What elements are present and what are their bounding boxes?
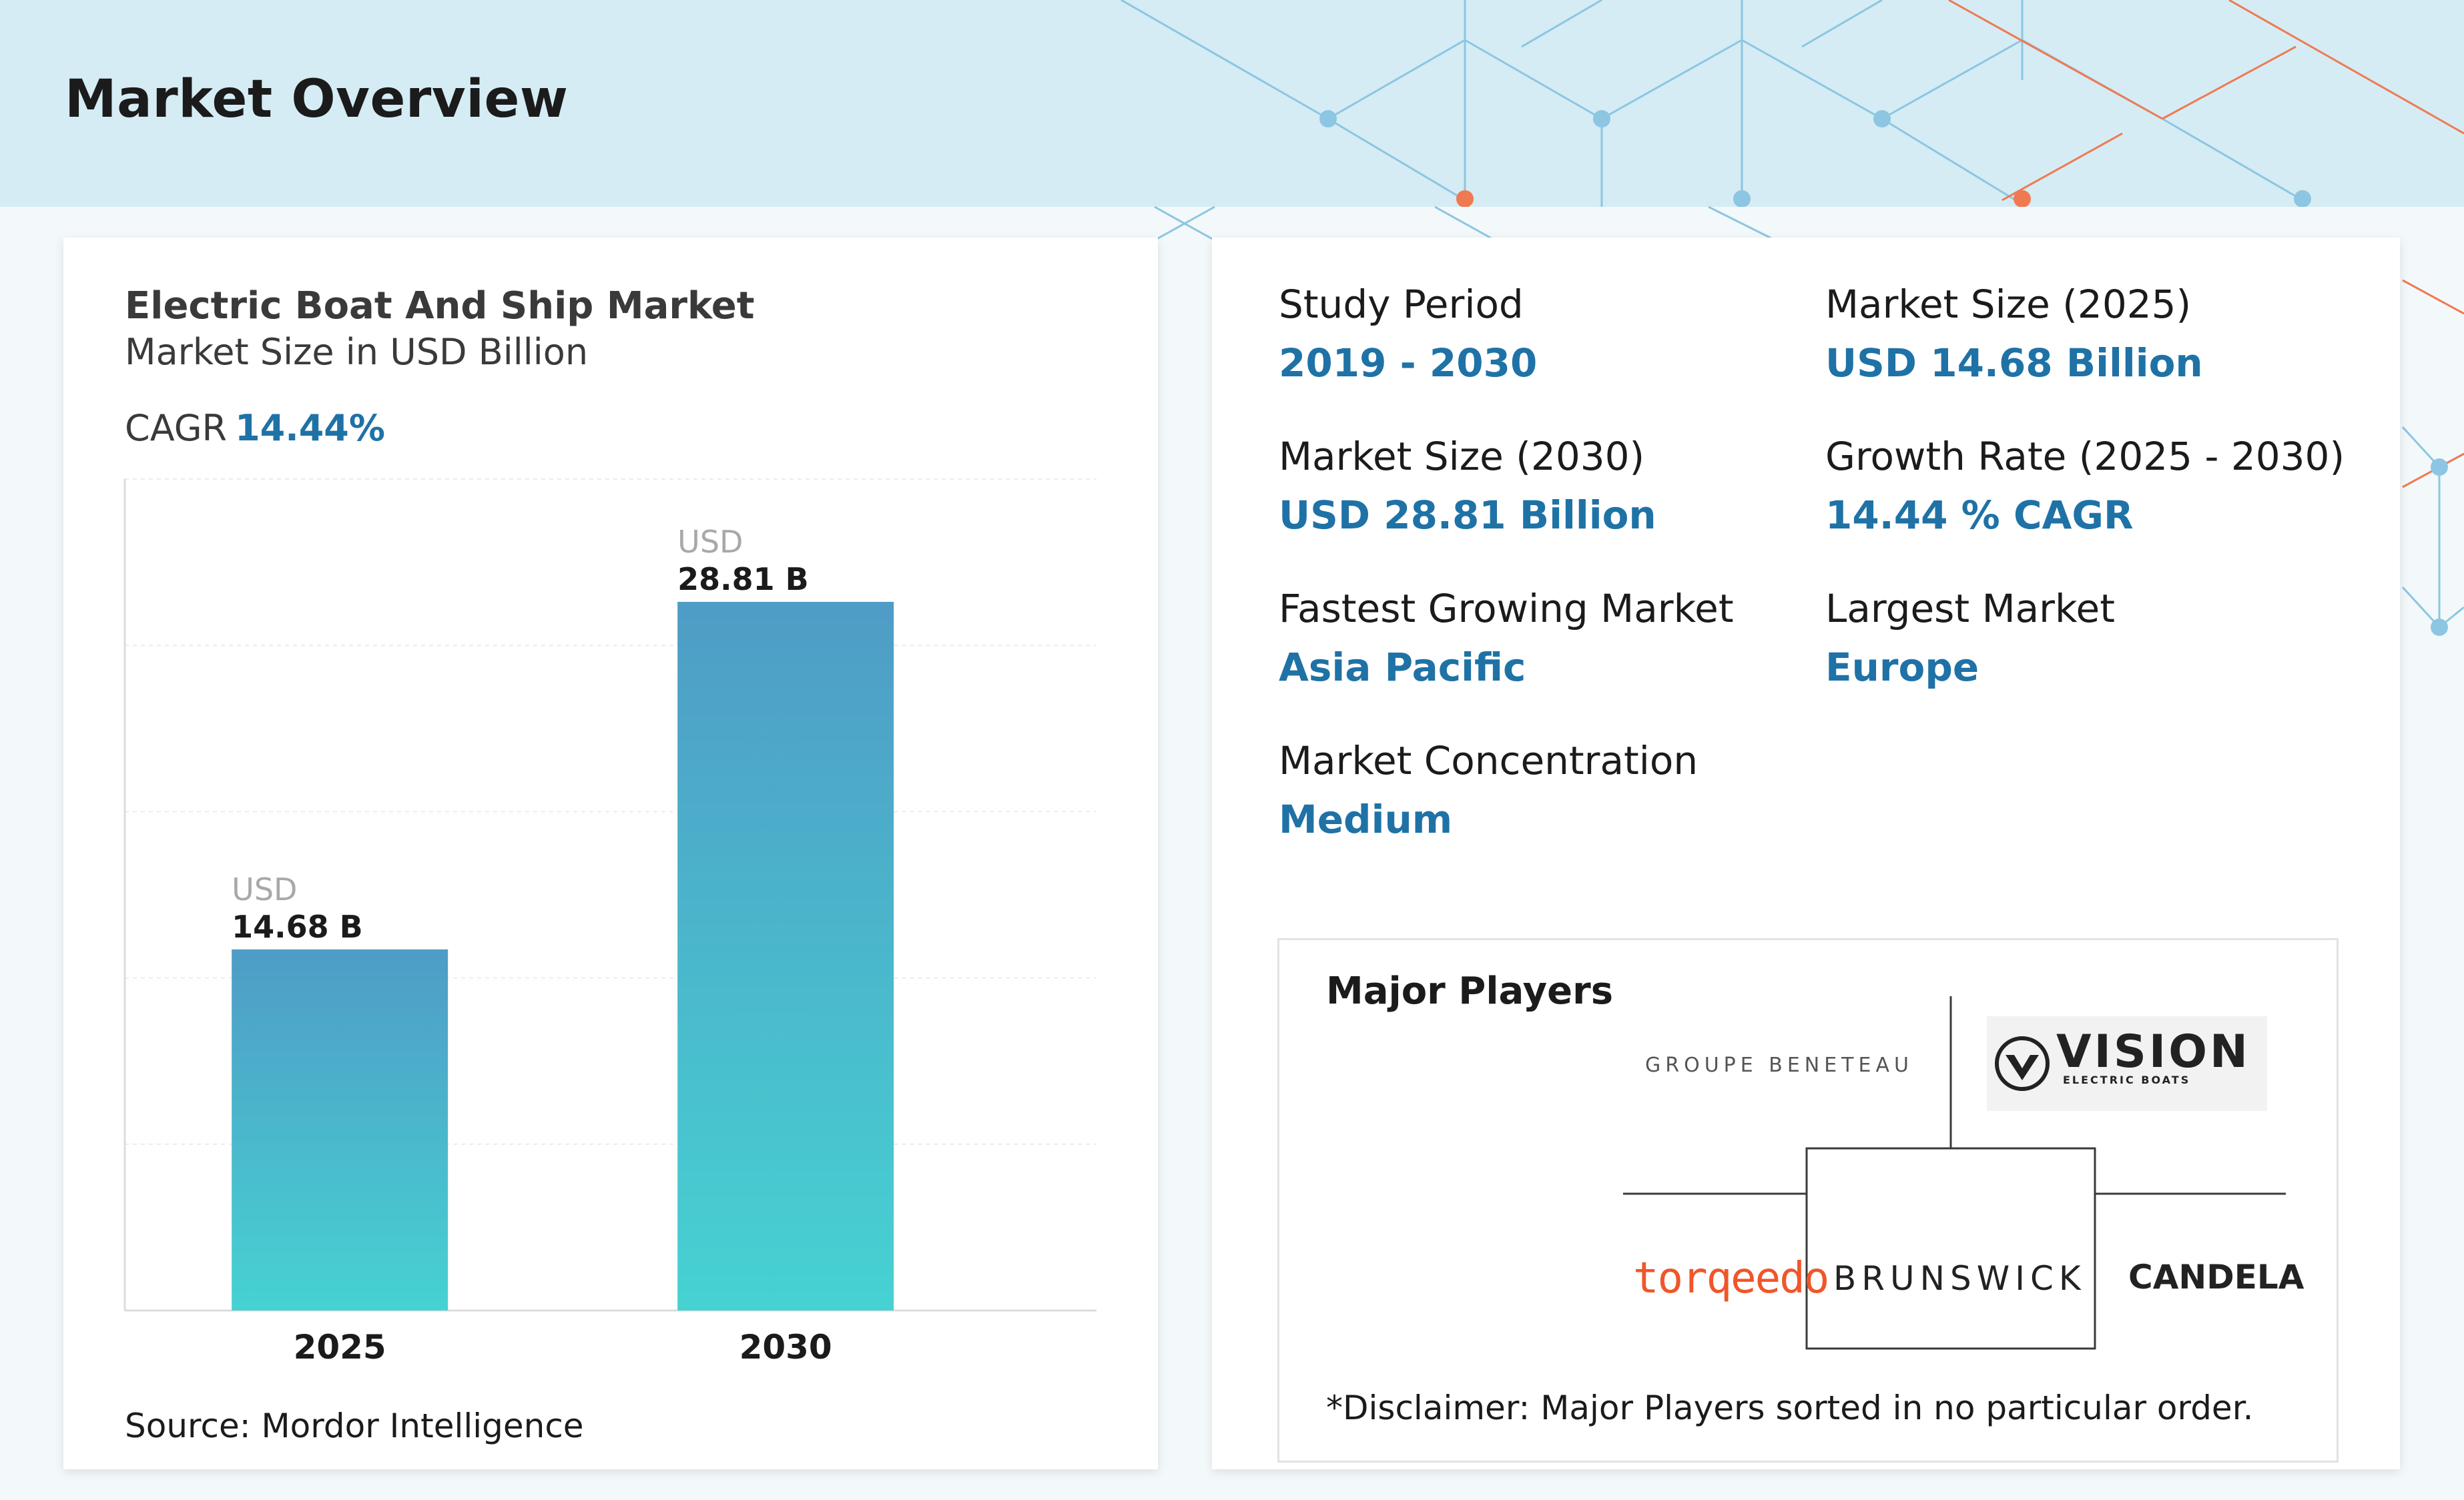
candela-logo: CANDELA (2128, 1258, 2304, 1296)
vision-logo: VISION ELECTRIC BOATS (1987, 1016, 2267, 1111)
page-title: Market Overview (65, 69, 569, 129)
bar (232, 949, 448, 1310)
stat-value: 14.44 % CAGR (1825, 492, 2134, 538)
stat-value: USD 14.68 Billion (1825, 340, 2203, 386)
bar-value-label: 14.68 B (232, 909, 363, 945)
stat-value: Medium (1279, 797, 1453, 842)
brunswick-logo: BRUNSWICK (1833, 1259, 2086, 1298)
stat-value: 2019 - 2030 (1279, 340, 1538, 386)
stat-fastest-growing: Fastest Growing Market Asia Pacific (1279, 586, 1734, 690)
network-pattern-right (1154, 206, 2464, 636)
torqeedo-logo: torqeedo (1633, 1254, 1829, 1303)
stat-label: Largest Market (1825, 586, 2115, 631)
cagr-value: 14.44% (235, 407, 385, 449)
stats-card: Study Period 2019 - 2030 Market Size (20… (1212, 238, 2400, 1469)
stat-largest-market: Largest Market Europe (1825, 586, 2115, 690)
chart-subtitle: Market Size in USD Billion (125, 331, 589, 373)
bar-value-prefix: USD (677, 524, 743, 560)
stat-label: Market Size (2030) (1279, 434, 1645, 479)
stat-growth-rate: Growth Rate (2025 - 2030) 14.44 % CAGR (1825, 434, 2345, 538)
stat-concentration: Market Concentration Medium (1279, 738, 1698, 842)
stat-study-period: Study Period 2019 - 2030 (1279, 282, 1537, 386)
stat-market-size-2025: Market Size (2025) USD 14.68 Billion (1825, 282, 2203, 386)
stat-label: Market Concentration (1279, 738, 1699, 783)
org-chart-lines (1623, 996, 2286, 1350)
major-players-box: Major Players GROUPE BENETEAU VISION ELE… (1277, 938, 2339, 1463)
beneteau-logo: GROUPE BENETEAU (1645, 1054, 1913, 1077)
stat-label: Market Size (2025) (1825, 282, 2192, 327)
cagr-row: CAGR 14.44% (125, 407, 385, 449)
bar-value-prefix: USD (232, 871, 297, 907)
stat-value: USD 28.81 Billion (1279, 492, 1656, 538)
source-note: Source: Mordor Intelligence (125, 1407, 584, 1445)
network-pattern (1121, 0, 2464, 207)
chart-card: Electric Boat And Ship Market Market Siz… (63, 238, 1158, 1469)
disclaimer: *Disclaimer: Major Players sorted in no … (1326, 1389, 2254, 1427)
stat-label: Study Period (1279, 282, 1524, 327)
cagr-label: CAGR (125, 407, 228, 449)
chart-title: Electric Boat And Ship Market (125, 284, 755, 328)
vision-logo-subtext: ELECTRIC BOATS (2063, 1074, 2191, 1086)
stat-label: Fastest Growing Market (1279, 586, 1734, 631)
x-tick-label: 2025 (294, 1328, 386, 1367)
stat-market-size-2030: Market Size (2030) USD 28.81 Billion (1279, 434, 1656, 538)
header-banner: Market Overview (0, 0, 2464, 207)
stat-label: Growth Rate (2025 - 2030) (1825, 434, 2345, 479)
vision-emblem-icon (1995, 1036, 2050, 1091)
bar (677, 601, 894, 1310)
bar-value-label: 28.81 B (677, 561, 809, 597)
stat-value: Asia Pacific (1279, 645, 1526, 690)
stat-value: Europe (1825, 645, 1979, 690)
x-tick-label: 2030 (739, 1328, 832, 1367)
vision-logo-text: VISION (2056, 1026, 2250, 1078)
players-title: Major Players (1326, 970, 1614, 1013)
